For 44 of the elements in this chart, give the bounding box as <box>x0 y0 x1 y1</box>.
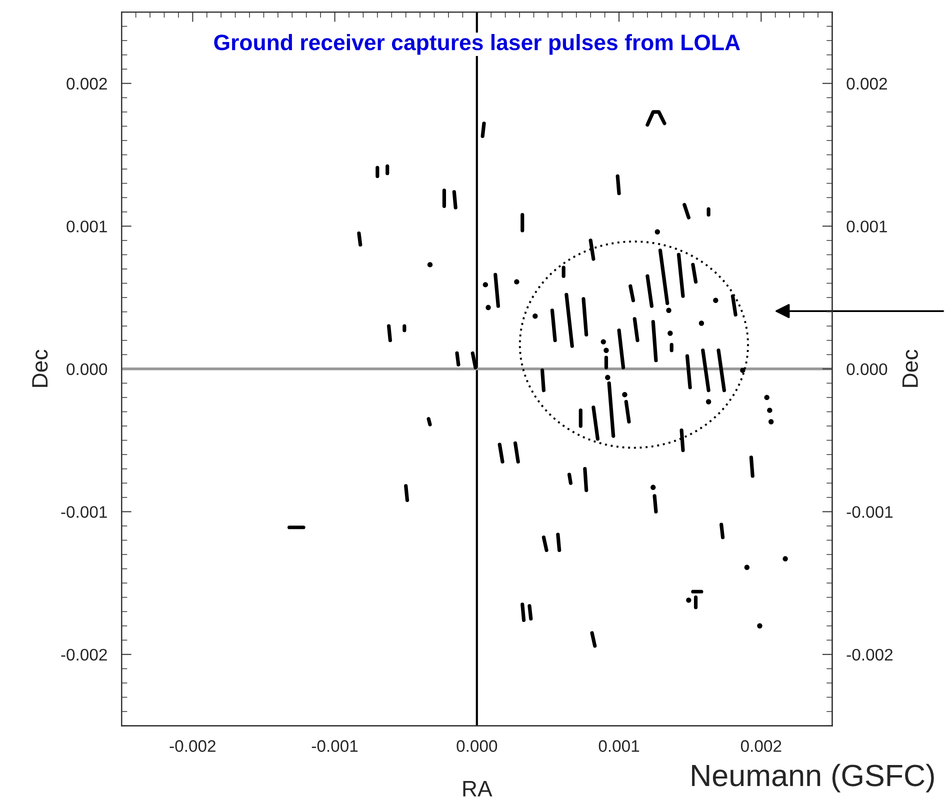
point <box>600 339 606 344</box>
x-tick-label: -0.001 <box>312 740 358 752</box>
y2-tick-label: 0.000 <box>846 363 888 376</box>
y2-axis-title: Dec <box>902 350 918 387</box>
y2-tick-label: 0.001 <box>846 220 887 232</box>
point <box>782 556 788 562</box>
x-tick-label: 0.001 <box>598 740 640 752</box>
point <box>757 623 762 628</box>
point <box>686 598 692 603</box>
point <box>666 308 672 313</box>
point <box>486 304 491 310</box>
text: Ground receiver captures laser pulses from LOLA <box>214 34 740 55</box>
point <box>744 564 750 570</box>
y2-tick-label: -0.001 <box>846 506 893 518</box>
y-tick-label: 0.002 <box>66 78 107 90</box>
y-tick-label: -0.001 <box>61 506 107 518</box>
point <box>767 408 772 413</box>
text: Neumann (GSFC) <box>692 764 934 792</box>
y2-tick-label: -0.002 <box>846 648 893 661</box>
x-tick-label: 0.000 <box>456 740 498 752</box>
point <box>650 484 656 490</box>
x-tick-label: 0.002 <box>740 740 782 752</box>
point <box>768 419 774 424</box>
point <box>668 330 673 336</box>
point <box>654 229 660 234</box>
y-tick-label: 0.001 <box>66 220 107 232</box>
x-tick-label: -0.002 <box>170 740 216 752</box>
point <box>482 282 488 288</box>
point <box>740 368 746 373</box>
y-axis-title: Dec <box>32 350 48 387</box>
y-tick-label: -0.002 <box>61 648 107 661</box>
point <box>514 279 520 284</box>
y2-tick-label: 0.002 <box>846 78 887 90</box>
point <box>706 399 712 404</box>
y-tick-label: 0.000 <box>66 363 108 376</box>
point <box>764 394 770 400</box>
point <box>605 374 610 380</box>
point <box>427 262 433 268</box>
point <box>622 392 628 398</box>
point <box>713 298 718 303</box>
point <box>532 314 538 319</box>
point <box>698 320 704 326</box>
x-axis-title: RA <box>463 781 492 796</box>
point <box>604 348 609 353</box>
